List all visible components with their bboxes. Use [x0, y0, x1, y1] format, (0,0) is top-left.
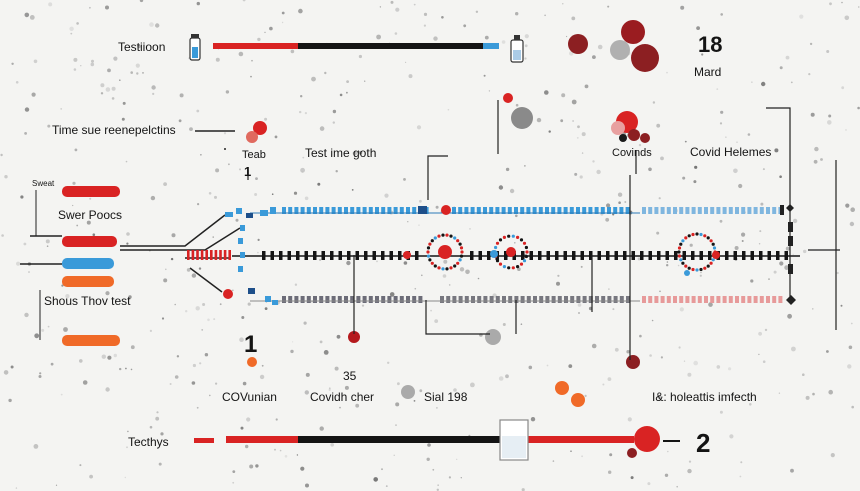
- label-35: 35: [343, 369, 357, 383]
- mutation-rings: [403, 232, 720, 276]
- test-tube-icon: [189, 34, 201, 61]
- label-two: 2: [696, 428, 710, 458]
- label-shous-thov: Shous Thov test: [44, 294, 131, 308]
- top-timeline: [189, 34, 524, 63]
- scattered-dots: [246, 93, 650, 458]
- top-dot-cluster: [568, 20, 659, 72]
- label-teab: Teab: [242, 149, 266, 161]
- text-labels: Testiioon 18 Mard Time sue reenepelctins…: [32, 32, 771, 458]
- label-swer-poocs: Swer Poocs: [58, 208, 122, 222]
- callout-lines: [247, 100, 840, 360]
- label-one-top: 1: [244, 164, 251, 179]
- label-one-bottom: 1: [244, 331, 257, 358]
- label-top-number: 18: [698, 32, 722, 57]
- test-tube-icon: [510, 35, 524, 63]
- red-tick-block: [187, 250, 231, 260]
- label-covid-helemes: Covid Helemes: [690, 145, 771, 159]
- label-covunian: COVunian: [222, 390, 277, 404]
- beaker-icon: [499, 419, 529, 461]
- label-top-word: Mard: [694, 65, 721, 79]
- label-time: Time sue reenepelctins: [52, 123, 176, 137]
- fork-cluster: [223, 207, 278, 305]
- left-pill-stack: [20, 186, 120, 346]
- connector-lines: [120, 130, 241, 293]
- label-covinds: Covinds: [612, 147, 652, 159]
- label-holeattis: I&: holeattis imfecth: [652, 390, 757, 404]
- sequence-rails: [232, 205, 800, 303]
- label-testiioon: Testiioon: [118, 40, 165, 54]
- label-test-ime: Test ime goth: [305, 146, 376, 160]
- label-sial: Sial 198: [424, 390, 468, 404]
- label-sweat: Sweat: [32, 179, 55, 188]
- right-end-marks: [780, 204, 796, 305]
- bottom-timeline: [194, 419, 680, 461]
- label-tecthys: Tecthys: [128, 435, 169, 449]
- label-covidh-cher: Covidh cher: [310, 390, 374, 404]
